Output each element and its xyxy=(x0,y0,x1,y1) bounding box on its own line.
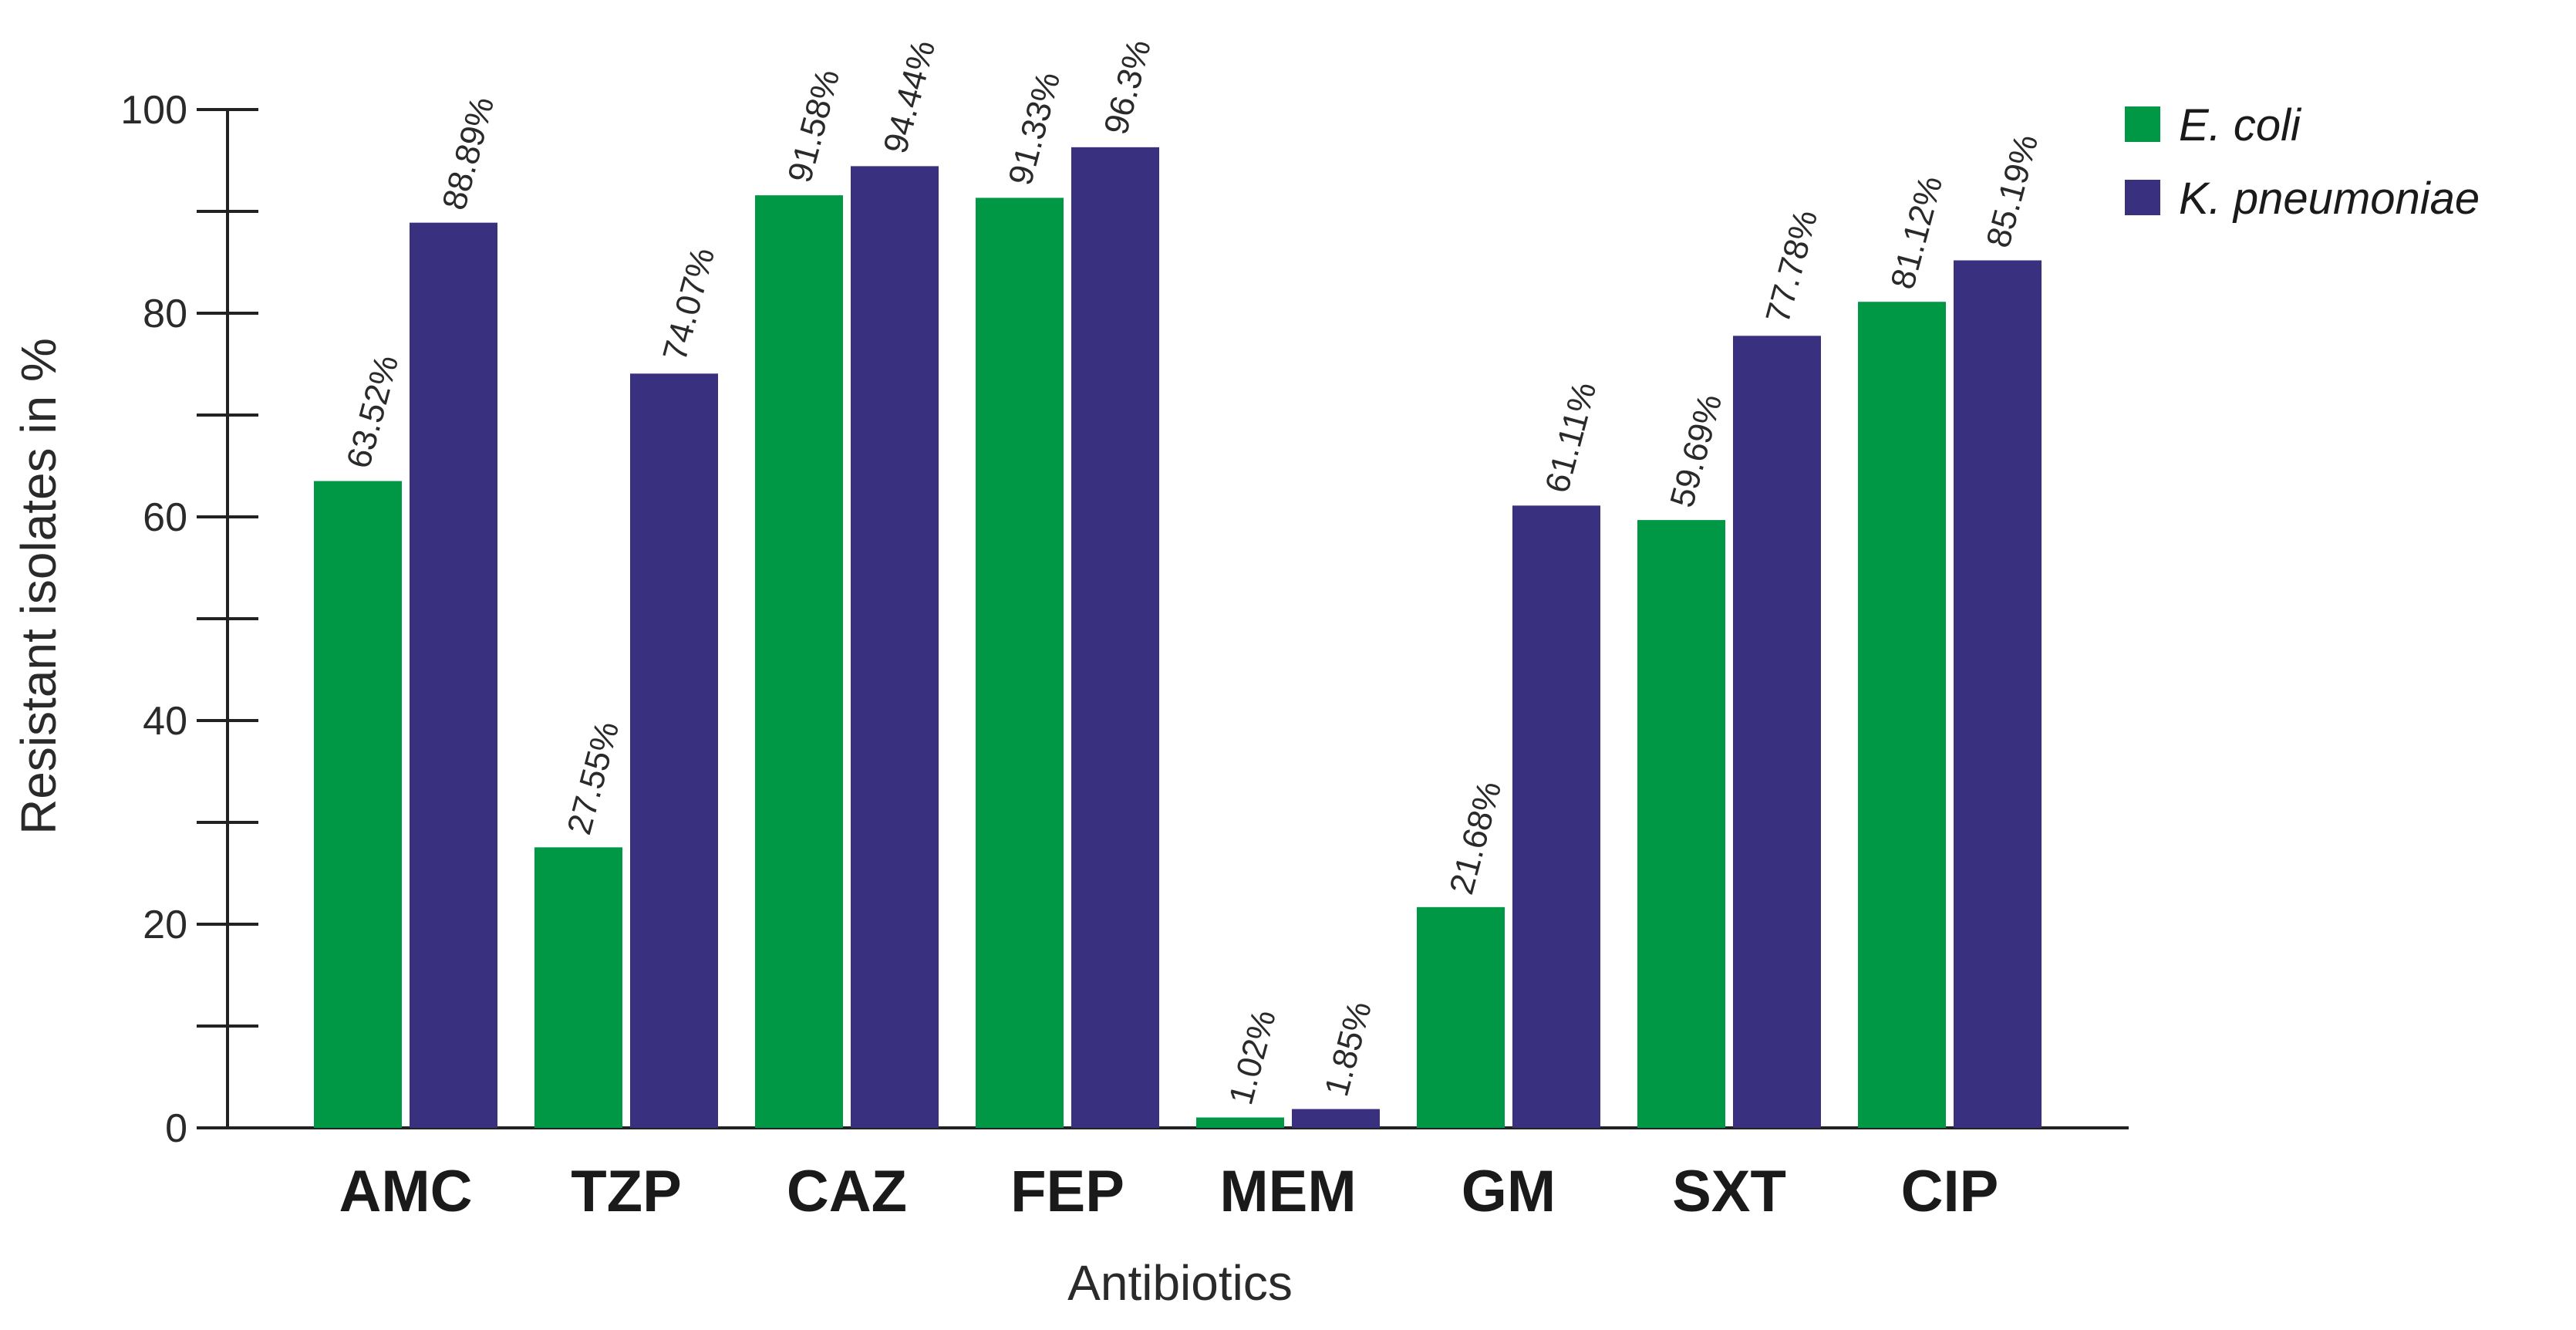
bar-mem-e-coli xyxy=(1196,1117,1284,1128)
x-axis-title: Antibiotics xyxy=(1067,1255,1293,1311)
bar-fep-k-pneumoniae xyxy=(1071,147,1159,1129)
y-ticks-group: 0 20 40 60 80 100 xyxy=(120,88,258,1151)
bar-gm-e-coli xyxy=(1417,906,1505,1128)
bar-sxt-k-pneumoniae xyxy=(1733,336,1821,1129)
data-label-caz-e-coli: 91.58% xyxy=(781,66,847,187)
y-tick-label-0: 0 xyxy=(165,1106,187,1151)
bar-amc-k-pneumoniae xyxy=(410,222,497,1129)
category-labels-group: AMC TZP CAZ FEP MEM GM SXT CIP xyxy=(339,1159,1998,1224)
data-label-sxt-k-pneumoniae: 77.78% xyxy=(1758,206,1825,327)
bars-group xyxy=(314,147,2042,1129)
y-axis-title: Resistant isolates in % xyxy=(11,338,66,835)
bar-fep-e-coli xyxy=(976,197,1064,1129)
bar-caz-e-coli xyxy=(755,195,843,1128)
x-category-label-tzp: TZP xyxy=(571,1159,682,1224)
bar-cip-k-pneumoniae xyxy=(1954,260,2042,1129)
legend-swatch-e-coli xyxy=(2125,106,2160,142)
data-label-fep-e-coli: 91.33% xyxy=(1001,68,1067,189)
x-category-label-gm: GM xyxy=(1462,1159,1556,1224)
data-label-mem-k-pneumoniae: 1.85% xyxy=(1317,998,1379,1100)
y-tick-label-100: 100 xyxy=(120,88,187,133)
y-tick-label-60: 60 xyxy=(143,495,187,540)
data-label-sxt-e-coli: 59.69% xyxy=(1663,390,1729,511)
bar-amc-e-coli xyxy=(314,481,402,1128)
data-label-tzp-k-pneumoniae: 74.07% xyxy=(656,244,722,365)
x-category-label-caz: CAZ xyxy=(787,1159,907,1224)
bar-caz-k-pneumoniae xyxy=(851,166,939,1129)
legend-label-k-pneumoniae: K. pneumoniae xyxy=(2179,174,2480,224)
x-category-label-cip: CIP xyxy=(1901,1159,1999,1224)
y-tick-label-20: 20 xyxy=(143,903,187,947)
bar-tzp-k-pneumoniae xyxy=(630,373,718,1128)
bar-cip-e-coli xyxy=(1858,302,1946,1128)
data-label-cip-e-coli: 81.12% xyxy=(1883,172,1950,293)
data-label-fep-k-pneumoniae: 96.3% xyxy=(1097,35,1158,138)
x-category-label-fep: FEP xyxy=(1010,1159,1124,1224)
data-label-mem-e-coli: 1.02% xyxy=(1222,1006,1283,1109)
data-label-amc-e-coli: 63.52% xyxy=(339,351,406,472)
bar-gm-k-pneumoniae xyxy=(1512,505,1600,1128)
legend: E. coli K. pneumoniae xyxy=(2125,100,2480,224)
data-label-caz-k-pneumoniae: 94.44% xyxy=(876,36,942,157)
y-tick-label-80: 80 xyxy=(143,292,187,336)
data-label-gm-e-coli: 21.68% xyxy=(1442,778,1509,899)
bar-mem-k-pneumoniae xyxy=(1292,1109,1380,1128)
legend-label-e-coli: E. coli xyxy=(2179,100,2302,150)
bar-sxt-e-coli xyxy=(1637,520,1725,1128)
data-label-amc-k-pneumoniae: 88.89% xyxy=(435,93,501,214)
y-tick-label-40: 40 xyxy=(143,699,187,744)
bar-tzp-e-coli xyxy=(534,847,622,1128)
legend-swatch-k-pneumoniae xyxy=(2125,180,2160,215)
data-label-gm-k-pneumoniae: 61.11% xyxy=(1538,378,1603,497)
x-category-label-amc: AMC xyxy=(339,1159,472,1224)
data-label-cip-k-pneumoniae: 85.19% xyxy=(1979,130,2045,251)
x-category-label-mem: MEM xyxy=(1219,1159,1356,1224)
data-label-tzp-e-coli: 27.55% xyxy=(560,717,626,839)
x-category-label-sxt: SXT xyxy=(1672,1159,1786,1224)
